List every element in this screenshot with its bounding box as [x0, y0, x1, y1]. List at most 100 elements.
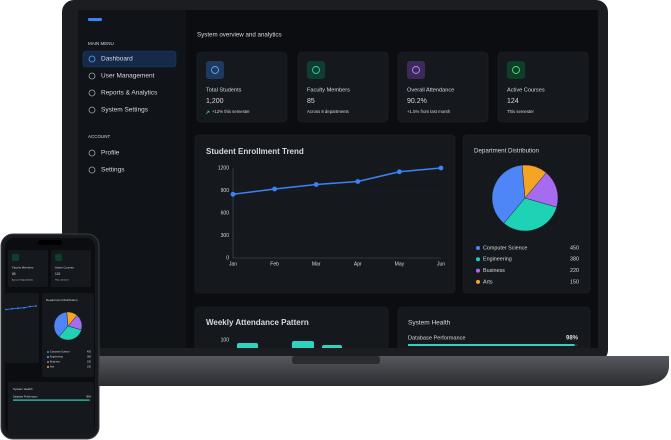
menu-icon — [88, 89, 96, 97]
x-tick-label: Apr — [354, 261, 362, 267]
chart-card — [194, 306, 389, 348]
metric-bar — [408, 344, 575, 346]
point — [230, 191, 236, 197]
stat-value: 124 — [507, 98, 519, 105]
stat-note: +1.5% from last month — [407, 109, 451, 114]
pie-slice — [521, 164, 547, 199]
stat-value: 90.2% — [407, 98, 427, 105]
stat-note: This semester — [55, 279, 69, 282]
menu-icon — [88, 72, 96, 80]
line — [5, 305, 37, 310]
menu-item[interactable]: Profile — [101, 150, 120, 157]
stat-note: Across 8 departments — [307, 109, 349, 114]
legend-label: Business — [483, 268, 505, 274]
chart-title: Weekly Attendance Pattern — [206, 318, 309, 327]
stat-label: Active Courses — [55, 266, 74, 270]
menu-item[interactable]: Settings — [101, 167, 125, 174]
stat-icon — [407, 61, 425, 79]
legend-swatch — [47, 356, 49, 358]
stat-label: Total Students — [206, 87, 242, 93]
point — [29, 305, 31, 308]
menu-item[interactable]: System Settings — [101, 107, 149, 114]
legend-value: 150 — [570, 279, 579, 285]
phone-notch — [38, 240, 62, 245]
point — [23, 306, 25, 309]
legend-label: Business — [50, 361, 61, 364]
stat-icon — [55, 254, 62, 261]
active-item — [82, 50, 177, 68]
stat-icon — [206, 61, 224, 79]
menu-heading: MAIN MENU — [88, 41, 114, 46]
y-tick-label: 100 — [221, 337, 230, 343]
phone-content: Faculty Members 85 Across 8 departments Act… — [5, 250, 94, 435]
point — [397, 169, 402, 175]
legend-value: 450 — [570, 245, 579, 251]
legend-value: 380 — [87, 356, 92, 359]
menu-item[interactable]: Reports & Analytics — [101, 90, 158, 97]
stat-label: Overall Attendance — [407, 87, 454, 93]
legend-label: Computer Science — [483, 245, 527, 251]
legend-swatch — [476, 268, 480, 273]
bar — [322, 345, 342, 348]
metric-value: 98% — [86, 396, 92, 399]
point — [355, 179, 361, 184]
y-tick-label: 600 — [221, 210, 230, 216]
metric-bar — [13, 399, 90, 401]
chart-card — [5, 293, 39, 363]
bar — [292, 341, 314, 348]
stat-icon — [307, 61, 325, 79]
stat-icon-glyph — [312, 66, 320, 74]
point — [5, 308, 7, 311]
stat-value: 124 — [55, 272, 61, 276]
stat-label: Faculty Members — [12, 266, 34, 270]
x-tick-label: Feb — [270, 261, 279, 267]
legend-value: 380 — [570, 257, 579, 263]
stat-note: This semester — [507, 109, 535, 114]
stat-icon-glyph — [412, 66, 420, 74]
point — [11, 307, 13, 310]
bar — [237, 343, 258, 348]
legend-label: Arts — [50, 366, 55, 369]
trend-arrow — [205, 110, 210, 115]
menu-icon — [88, 106, 96, 114]
legend-value: 450 — [87, 351, 92, 354]
stat-note: +12% this semester — [212, 109, 250, 114]
health-title: System Health — [13, 387, 33, 391]
menu-icon — [88, 149, 96, 157]
x-tick-label: Jan — [229, 261, 237, 267]
y-tick-label: 0 — [226, 255, 229, 261]
subtitle: System overview and analytics — [197, 32, 282, 39]
stat-label: Active Courses — [507, 87, 545, 93]
laptop-notch — [292, 356, 380, 364]
legend-label: Engineering — [483, 257, 512, 263]
chart-card — [194, 134, 456, 294]
screen-content: MAIN MENU Dashboard User Management Reports… — [78, 10, 591, 348]
chart-title: Department Distribution — [46, 298, 78, 302]
pie-slice — [58, 325, 82, 341]
legend-swatch — [476, 257, 480, 262]
legend-swatch — [47, 361, 49, 363]
legend-swatch — [476, 246, 480, 250]
stat-icon — [12, 254, 19, 261]
point — [313, 182, 319, 187]
x-tick-label: Mar — [312, 261, 321, 267]
x-tick-label: Jun — [437, 261, 445, 267]
point — [438, 165, 444, 171]
menu-icon — [88, 166, 96, 174]
metric-label: Database Performance — [408, 335, 466, 341]
menu-item[interactable]: User Management — [101, 73, 155, 80]
point — [17, 307, 19, 310]
stat-label: Faculty Members — [307, 87, 350, 93]
health-card — [8, 382, 94, 435]
logo — [88, 18, 102, 21]
menu-icon — [88, 55, 96, 63]
legend-label: Arts — [483, 279, 493, 285]
stat-icon — [507, 61, 525, 79]
menu-item[interactable]: Dashboard — [101, 56, 133, 63]
metric-label: Database Performance — [13, 396, 38, 399]
chart-title: Student Enrollment Trend — [206, 147, 304, 156]
health-card — [397, 306, 591, 348]
y-tick-label: 300 — [221, 233, 230, 239]
